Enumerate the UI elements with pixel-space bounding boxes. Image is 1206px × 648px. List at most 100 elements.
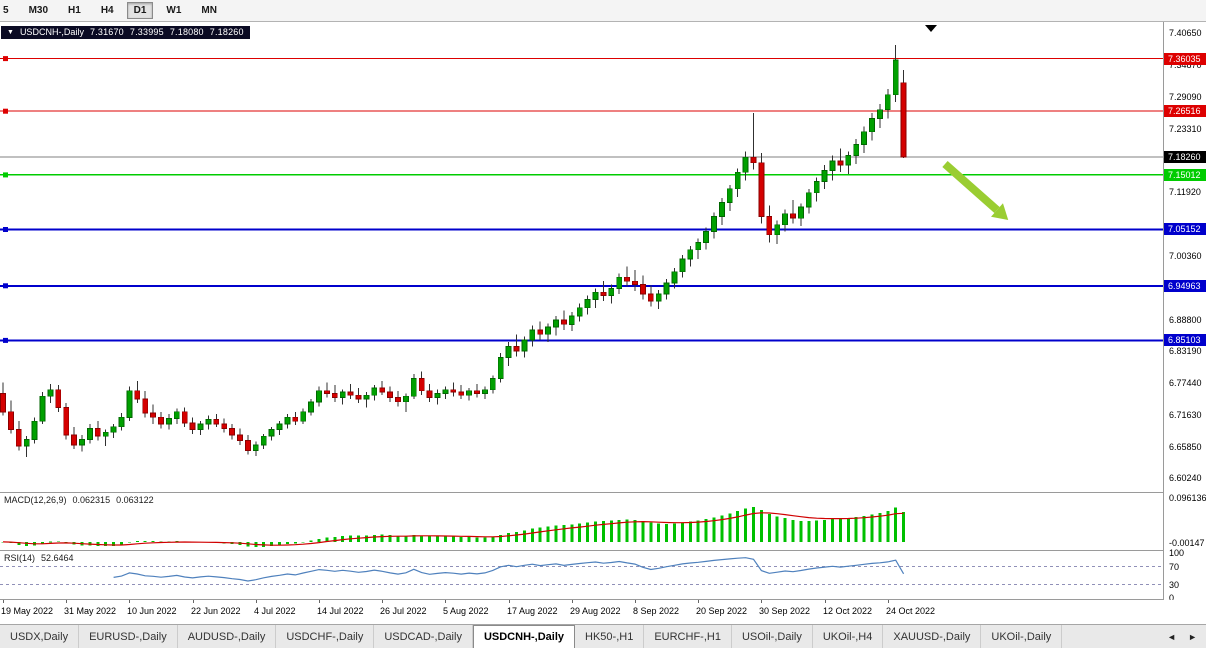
hline-handle xyxy=(3,227,8,232)
price-axis-label: 7.40650 xyxy=(1169,28,1202,38)
ohlc-low: 7.18080 xyxy=(169,27,204,37)
chart-tabs-bar: ◄ ► USDX,Daily EURUSD-,Daily AUDUSD-,Daily… xyxy=(0,624,1206,648)
timeframe-button-h4[interactable]: H4 xyxy=(100,5,114,16)
price-tag: 6.85103 xyxy=(1164,334,1206,346)
date-label: 10 Jun 2022 xyxy=(127,606,177,616)
ohlc-close: 7.18260 xyxy=(209,27,244,37)
price-axis-label: 6.71630 xyxy=(1169,410,1202,420)
macd-axis-label: -0.00147 xyxy=(1169,538,1205,548)
chart-tab[interactable]: EURUSD-,Daily xyxy=(79,625,178,648)
panel-separator[interactable] xyxy=(0,492,1206,493)
ohlc-high: 7.33995 xyxy=(129,27,164,37)
hline-handle xyxy=(3,108,8,114)
date-label: 22 Jun 2022 xyxy=(191,606,241,616)
time-axis-tick xyxy=(572,600,573,603)
time-axis-tick xyxy=(698,600,699,603)
date-label: 30 Sep 2022 xyxy=(759,606,811,616)
date-label: 20 Sep 2022 xyxy=(696,606,748,616)
down-triangle-marker xyxy=(925,25,937,32)
macd-name: MACD(12,26,9) xyxy=(4,495,67,505)
chart-tab[interactable]: USDCAD-,Daily xyxy=(374,625,473,648)
price-axis-label: 6.77440 xyxy=(1169,378,1202,388)
tabs-scroll-right-button[interactable]: ► xyxy=(1188,632,1197,642)
date-label: 8 Sep 2022 xyxy=(633,606,680,616)
chart-tab[interactable]: USDCHF-,Daily xyxy=(276,625,375,648)
chart-tab[interactable]: USDX,Daily xyxy=(0,625,80,648)
price-axis-label: 6.83190 xyxy=(1169,346,1202,356)
price-tag: 6.94963 xyxy=(1164,280,1206,292)
date-label: 29 Aug 2022 xyxy=(570,606,621,616)
price-axis-label: 7.34870 xyxy=(1169,60,1202,70)
macd-panel[interactable] xyxy=(0,493,1163,550)
time-axis-tick xyxy=(509,600,510,603)
chart-tab[interactable]: AUDUSD-,Daily xyxy=(178,625,277,648)
time-axis[interactable]: 19 May 2022 31 May 2022 10 Jun 2022 22 Jun … xyxy=(0,600,1206,624)
rsi-value: 52.6464 xyxy=(41,553,74,563)
date-label: 14 Jul 2022 xyxy=(317,606,364,616)
candlestick-chart[interactable] xyxy=(0,22,1163,492)
rsi-axis-label: 70 xyxy=(1169,562,1180,572)
timeframe-button-m30[interactable]: M30 xyxy=(28,5,49,16)
price-tag: 7.05152 xyxy=(1164,223,1206,235)
hline-handle xyxy=(3,283,8,289)
chart-symbol-period: USDCNH-,Daily xyxy=(19,27,84,37)
timeframe-button-5[interactable]: 5 xyxy=(3,5,9,16)
macd-axis-label: 0.096136 xyxy=(1169,493,1206,503)
time-axis-tick xyxy=(319,600,320,603)
hline-handle xyxy=(3,56,8,62)
price-tag: 7.15012 xyxy=(1164,169,1206,181)
chart-tab[interactable]: HK50-,H1 xyxy=(575,625,645,648)
rsi-axis-label: 30 xyxy=(1169,580,1180,590)
price-axis-label: 7.29090 xyxy=(1169,92,1202,102)
macd-signal-value: 0.063122 xyxy=(116,495,154,505)
chart-tab[interactable]: EURCHF-,H1 xyxy=(644,625,732,648)
price-axis-label: 7.11920 xyxy=(1169,187,1201,197)
timeframe-toolbar: 5 M30 H1 H4 D1 W1 MN xyxy=(0,0,1206,22)
time-axis-tick xyxy=(256,600,257,603)
date-label: 19 May 2022 xyxy=(1,606,54,616)
time-axis-tick xyxy=(445,600,446,603)
macd-header: MACD(12,26,9) 0.062315 0.063122 xyxy=(4,495,154,505)
hline-handle xyxy=(3,172,8,178)
chart-tab[interactable]: USOil-,Daily xyxy=(732,625,813,648)
panel-separator[interactable] xyxy=(0,599,1206,600)
chart-area: ▼ USDCNH-,Daily 7.31670 7.33995 7.18080 … xyxy=(0,22,1206,624)
date-label: 31 May 2022 xyxy=(64,606,117,616)
ohlc-open: 7.31670 xyxy=(89,27,124,37)
trend-arrow-head xyxy=(991,203,1009,220)
timeframe-button-mn[interactable]: MN xyxy=(201,5,217,16)
date-label: 24 Oct 2022 xyxy=(886,606,936,616)
macd-main-value: 0.062315 xyxy=(72,495,111,505)
candles xyxy=(0,44,907,458)
rsi-axis-label: 100 xyxy=(1169,548,1185,558)
price-axis-label: 6.60240 xyxy=(1169,473,1202,483)
chart-tab[interactable]: UKOil-,H4 xyxy=(813,625,884,648)
macd-signal-line xyxy=(2,512,904,546)
chart-tab[interactable]: USDCNH-,Daily xyxy=(472,625,576,648)
tabs-scroll-buttons: ◄ ► xyxy=(1160,625,1204,648)
date-label: 17 Aug 2022 xyxy=(507,606,558,616)
timeframe-button-w1[interactable]: W1 xyxy=(166,5,182,16)
time-axis-tick xyxy=(888,600,889,603)
time-axis-tick xyxy=(66,600,67,603)
rsi-header: RSI(14) 52.6464 xyxy=(4,553,74,563)
chart-title-bar: ▼ USDCNH-,Daily 7.31670 7.33995 7.18080 … xyxy=(1,26,250,39)
title-dropdown-icon[interactable]: ▼ xyxy=(7,29,14,36)
price-axis[interactable]: 7.40650 7.34870 7.29090 7.23310 7.11920 7.003… xyxy=(1163,22,1206,603)
date-label: 12 Oct 2022 xyxy=(823,606,873,616)
timeframe-button-h1[interactable]: H1 xyxy=(68,5,81,16)
rsi-panel[interactable] xyxy=(0,551,1163,599)
date-label: 26 Jul 2022 xyxy=(380,606,427,616)
date-label: 5 Aug 2022 xyxy=(443,606,489,616)
panel-separator[interactable] xyxy=(0,550,1206,551)
date-label: 4 Jul 2022 xyxy=(254,606,296,616)
timeframe-button-d1[interactable]: D1 xyxy=(126,2,154,19)
trend-arrow-shaft xyxy=(942,161,1000,213)
time-axis-tick xyxy=(825,600,826,603)
chart-tab[interactable]: XAUUSD-,Daily xyxy=(883,625,982,648)
rsi-line xyxy=(113,557,905,582)
price-tag: 7.36035 xyxy=(1164,53,1206,65)
hline-handle xyxy=(3,337,8,343)
chart-tab[interactable]: UKOil-,Daily xyxy=(981,625,1063,648)
tabs-scroll-left-button[interactable]: ◄ xyxy=(1167,632,1177,642)
